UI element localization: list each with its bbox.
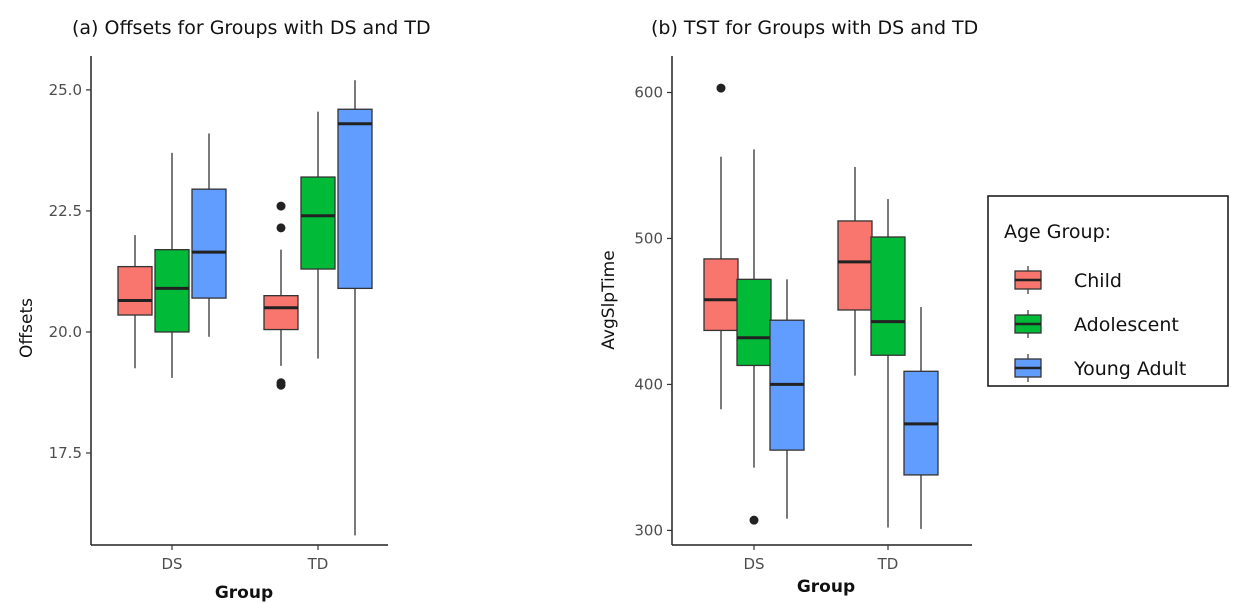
panel-b-box-young-adult-ds: [769, 279, 805, 519]
panel-a-box-adolescent-td: [300, 111, 336, 359]
panel-a-title: (a) Offsets for Groups with DS and TD: [72, 17, 431, 39]
legend-label-young-adult: Young Adult: [1073, 358, 1186, 380]
panel-b-plot-area: [703, 83, 939, 529]
panel-b-ytick-label: 600: [634, 83, 663, 101]
panel-a-box-child-ds: [117, 235, 153, 369]
box-iqr: [337, 108, 373, 290]
box-iqr: [300, 176, 336, 270]
box-iqr: [117, 265, 153, 316]
panel-a-plot-area: [117, 80, 373, 536]
legend-label-child: Child: [1074, 270, 1122, 292]
panel-b-ytick-label: 500: [634, 229, 663, 247]
legend-item-child: Child: [1014, 266, 1122, 294]
panel-a-box-child-td: [263, 201, 299, 390]
panel-a-ytick-label: 22.5: [49, 202, 82, 220]
panel-a-ytick-label: 17.5: [49, 444, 82, 462]
box-iqr: [191, 188, 227, 299]
outlier-point: [276, 380, 286, 390]
panel-b-x-axis-title: Group: [797, 577, 855, 597]
panel-a-box-adolescent-ds: [154, 152, 190, 378]
outlier-point: [276, 223, 286, 233]
box-iqr: [154, 249, 190, 333]
legend-item-young-adult: Young Adult: [1014, 354, 1186, 382]
legend-item-adolescent: Adolescent: [1014, 310, 1179, 338]
panel-a-ytick-label: 20.0: [49, 323, 82, 341]
panel-a-y-axis-title: Offsets: [17, 298, 37, 358]
panel-b-box-adolescent-td: [870, 199, 906, 528]
legend-label-adolescent: Adolescent: [1074, 314, 1179, 336]
outlier-point: [276, 201, 286, 211]
panel-b-box-young-adult-td: [903, 307, 939, 529]
panel-b-box-child-ds: [703, 83, 739, 410]
panel-a-ytick-label: 25.0: [49, 81, 82, 99]
panel-a-box-young-adult-td: [337, 80, 373, 536]
panel-b-y-axis-title: AvgSlpTime: [599, 250, 619, 349]
panel-a-offsets: (a) Offsets for Groups with DS and TD 17…: [17, 17, 431, 603]
panel-b-ytick-label: 400: [634, 375, 663, 393]
panel-b-tst: (b) TST for Groups with DS and TD 300 400…: [599, 17, 978, 597]
panel-a-box-young-adult-ds: [191, 133, 227, 337]
box-iqr: [263, 295, 299, 331]
panel-b-box-child-td: [837, 166, 873, 376]
box-iqr: [736, 278, 772, 367]
panel-b-title: (b) TST for Groups with DS and TD: [651, 17, 978, 39]
panel-b-xtick-label: TD: [877, 555, 899, 573]
panel-a-x-axis-title: Group: [215, 583, 273, 603]
panel-b-xtick-label: DS: [743, 555, 764, 573]
box-iqr: [837, 220, 873, 311]
panel-a-xtick-label: TD: [307, 555, 329, 573]
outlier-point: [749, 515, 759, 525]
box-iqr: [870, 236, 906, 356]
legend-title: Age Group:: [1004, 221, 1111, 243]
panel-b-box-adolescent-ds: [736, 149, 772, 525]
outlier-point: [716, 83, 726, 93]
panel-a-xtick-label: DS: [161, 555, 182, 573]
legend: Age Group: Child Adolescent Young Adult: [987, 195, 1229, 387]
box-iqr: [703, 258, 739, 332]
panel-b-ytick-label: 300: [634, 521, 663, 539]
